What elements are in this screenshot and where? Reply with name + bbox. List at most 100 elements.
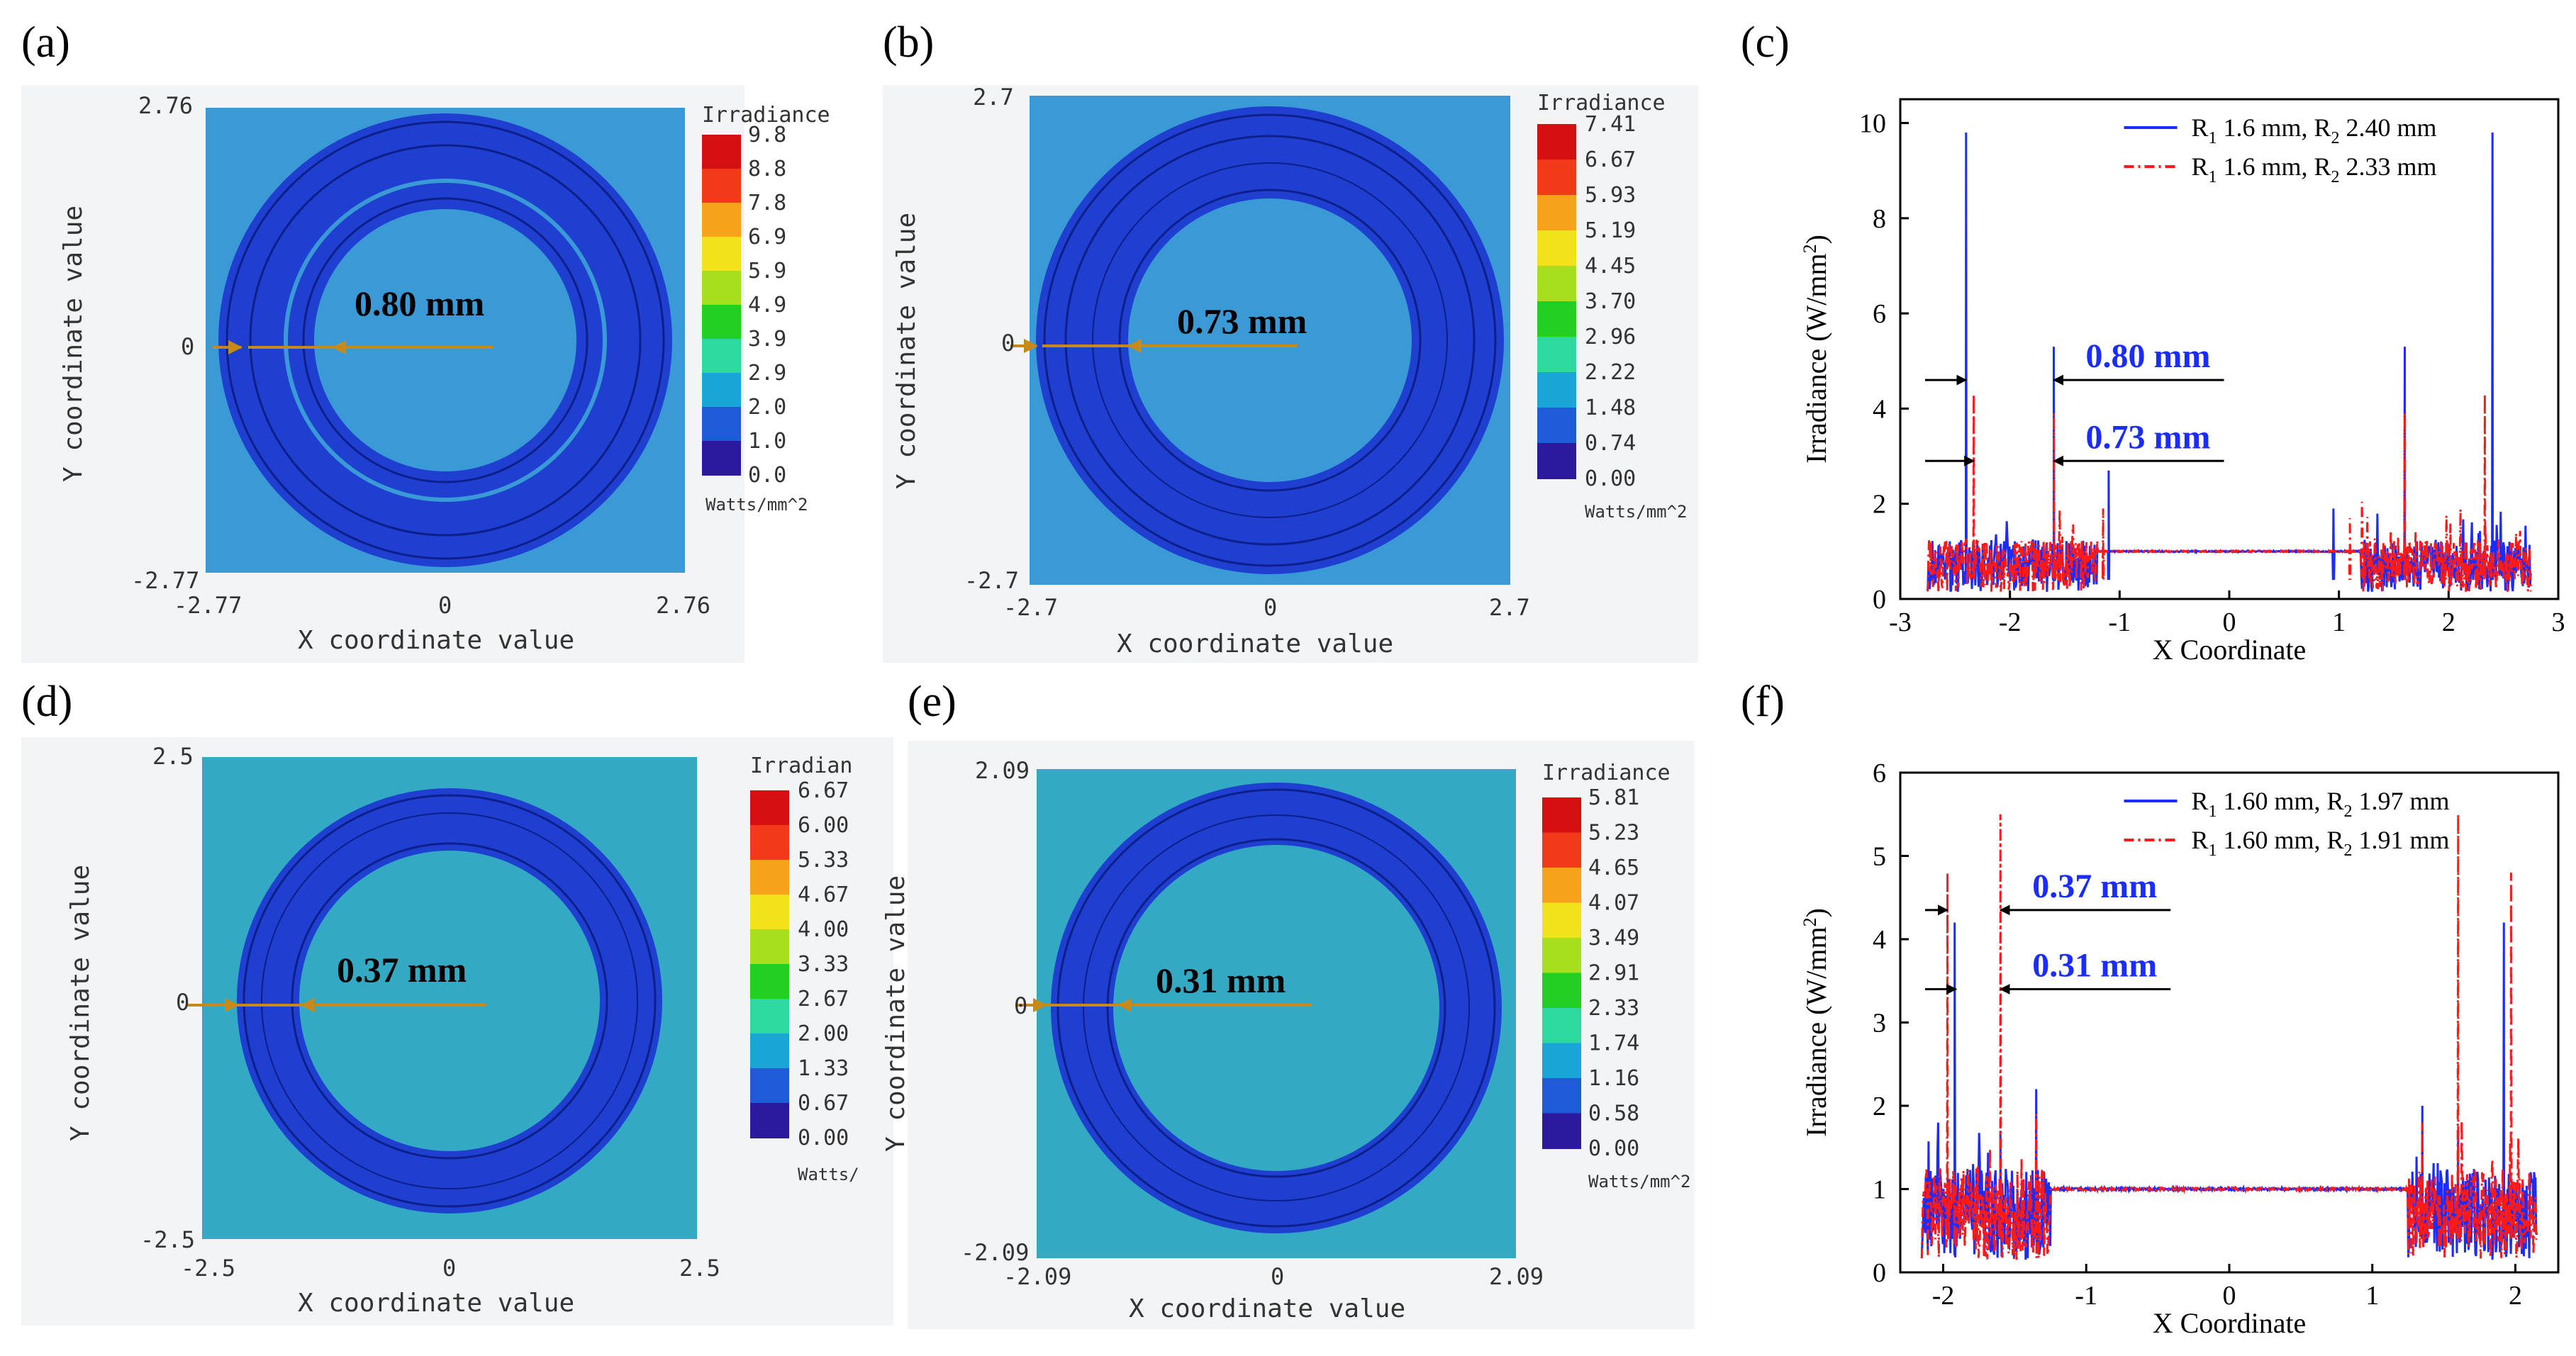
panel-d: (d) 0.37 mm 2.5 0 -2.5 -2.5 0 2.5 X coor…	[21, 678, 893, 1326]
y-axis-label: Irradiance (W/mm2)	[1800, 908, 1832, 1137]
colorbar-tick: 2.91	[1588, 961, 1639, 986]
y-tick-label: 8	[1873, 204, 1886, 234]
x-tick: -2.7	[1003, 594, 1058, 621]
colorbar-title: Irradian	[750, 753, 853, 778]
x-tick-label: 1	[2332, 607, 2346, 637]
colorbar-tick: 5.81	[1588, 785, 1639, 810]
x-tick-label: -2	[1932, 1281, 1955, 1311]
colorbar-tick: 6.00	[798, 813, 849, 838]
colorbar-tick: 7.41	[1585, 112, 1636, 137]
x-tick-label: 2	[2509, 1281, 2522, 1311]
line-chart-f: -2 -1 0 1 2 0 1 2 3 4 5 6 X Coordinate Irradiance (W/…	[1800, 758, 2560, 1339]
annotation-label: 0.31 mm	[2032, 947, 2157, 985]
panel-f: (f) -2 -1 0 1 2 0 1 2 3 4 5 6 X Coordinate Irradiance…	[1741, 678, 2560, 1339]
colorbar-segment	[1542, 1113, 1581, 1149]
x-axis-label: X coordinate value	[298, 1289, 574, 1318]
colorbar-tick: 3.70	[1585, 289, 1636, 314]
colorbar-segment	[750, 1033, 789, 1069]
x-tick-label: 0	[2223, 1281, 2236, 1311]
colorbar-segment	[1542, 797, 1581, 834]
y-tick: 0	[1001, 330, 1015, 357]
colorbar-unit: Watts/mm^2	[706, 495, 808, 515]
colorbar-tick: 2.0	[748, 395, 786, 420]
x-tick-label: -1	[2109, 607, 2131, 637]
x-tick: 0	[1264, 594, 1277, 621]
colorbar-segment	[1537, 195, 1576, 231]
y-tick: -2.09	[961, 1239, 1029, 1266]
colorbar-segment	[1537, 230, 1576, 267]
colorbar-tick: 1.0	[748, 429, 786, 454]
y-tick: -2.77	[131, 567, 199, 594]
colorbar	[1542, 797, 1581, 1149]
series-line-2	[1920, 814, 2538, 1260]
y-tick-label: 2	[1873, 490, 1886, 520]
y-tick: -2.5	[140, 1226, 195, 1253]
colorbar-segment	[750, 999, 789, 1034]
colorbar-segment	[702, 237, 741, 271]
colorbar-segment	[1537, 408, 1576, 444]
annotation-label: 0.73 mm	[2086, 418, 2211, 456]
colorbar-tick: 4.67	[798, 882, 849, 907]
y-axis-label: Y coordinate value	[66, 865, 95, 1141]
colorbar-tick: 2.00	[798, 1021, 849, 1046]
x-tick-label: 1	[2365, 1281, 2379, 1311]
gap-annotation: 0.80 mm	[355, 284, 484, 323]
y-tick: -2.7	[964, 567, 1019, 594]
x-tick-label: -3	[1889, 607, 1912, 637]
x-tick: 0	[1271, 1263, 1284, 1290]
ring-line	[1043, 113, 1497, 567]
y-tick-label: 0	[1873, 1258, 1886, 1288]
ring-line	[225, 121, 665, 560]
colorbar-tick: 6.67	[798, 778, 849, 803]
y-tick: 2.76	[138, 92, 193, 119]
panel-letter: (d)	[21, 678, 72, 726]
colorbar-tick: 4.65	[1588, 856, 1639, 880]
x-tick: 0	[442, 1255, 456, 1282]
panel-a: (a) 0.80 mm 2.76 0 -2.77 -2.77 0 2.76 X …	[21, 18, 830, 663]
colorbar-tick: 2.33	[1588, 996, 1639, 1021]
colorbar-tick: 3.49	[1588, 926, 1639, 951]
y-axis-label: Y coordinate value	[59, 206, 88, 482]
panel-letter: (a)	[21, 18, 70, 67]
colorbar-tick: 2.96	[1585, 325, 1636, 349]
y-tick: 2.09	[975, 757, 1030, 784]
colorbar-tick: 8.8	[748, 157, 786, 181]
colorbar-tick: 1.16	[1588, 1066, 1639, 1091]
x-tick: 2.09	[1489, 1263, 1544, 1290]
colorbar-segment	[750, 825, 789, 861]
colorbar-tick: 1.48	[1585, 396, 1636, 420]
colorbar-tick: 0.00	[1588, 1136, 1639, 1161]
y-axis-label: Irradiance (W/mm2)	[1800, 235, 1832, 464]
colorbar	[750, 790, 789, 1138]
colorbar-tick: 3.9	[748, 327, 786, 352]
colorbar-unit: Watts/mm^2	[1588, 1172, 1691, 1192]
colorbar-segment	[750, 929, 789, 965]
panel-letter: (b)	[883, 18, 934, 67]
x-axis-label: X coordinate value	[298, 626, 574, 655]
colorbar-segment	[750, 1068, 789, 1104]
colorbar-segment	[702, 407, 741, 442]
colorbar-segment	[1537, 372, 1576, 408]
ring-line	[1092, 162, 1448, 518]
colorbar-segment	[702, 373, 741, 408]
y-tick-label: 4	[1873, 925, 1886, 955]
colorbar-tick: 0.67	[798, 1091, 849, 1116]
panel-e: (e) 0.31 mm 2.09 0 -2.09 -2.09 0 2.09 X …	[881, 678, 1695, 1329]
colorbar-segment	[1537, 301, 1576, 337]
annotation-label: 0.37 mm	[2032, 868, 2157, 905]
x-axis-label: X Coordinate	[2153, 1307, 2307, 1339]
legend-label: R1 1.60 mm, R2 1.91 mm	[2192, 826, 2450, 860]
colorbar-tick: 2.67	[798, 987, 849, 1012]
colorbar-segment	[1537, 159, 1576, 196]
colorbar-tick: 0.00	[1585, 466, 1636, 491]
colorbar-segment	[750, 964, 789, 999]
ring-line	[1064, 135, 1476, 546]
colorbar-tick: 4.45	[1585, 254, 1636, 279]
panel-b: (b) 0.73 mm 2.7 0 -2.7 -2.7 0 2.7 X coor…	[883, 18, 1698, 663]
annotation-label: 0.80 mm	[2086, 337, 2211, 375]
colorbar-tick: 0.0	[748, 463, 786, 488]
y-tick-label: 0	[1873, 585, 1886, 615]
x-tick: -2.5	[181, 1255, 235, 1282]
colorbar-tick: 2.9	[748, 361, 786, 386]
